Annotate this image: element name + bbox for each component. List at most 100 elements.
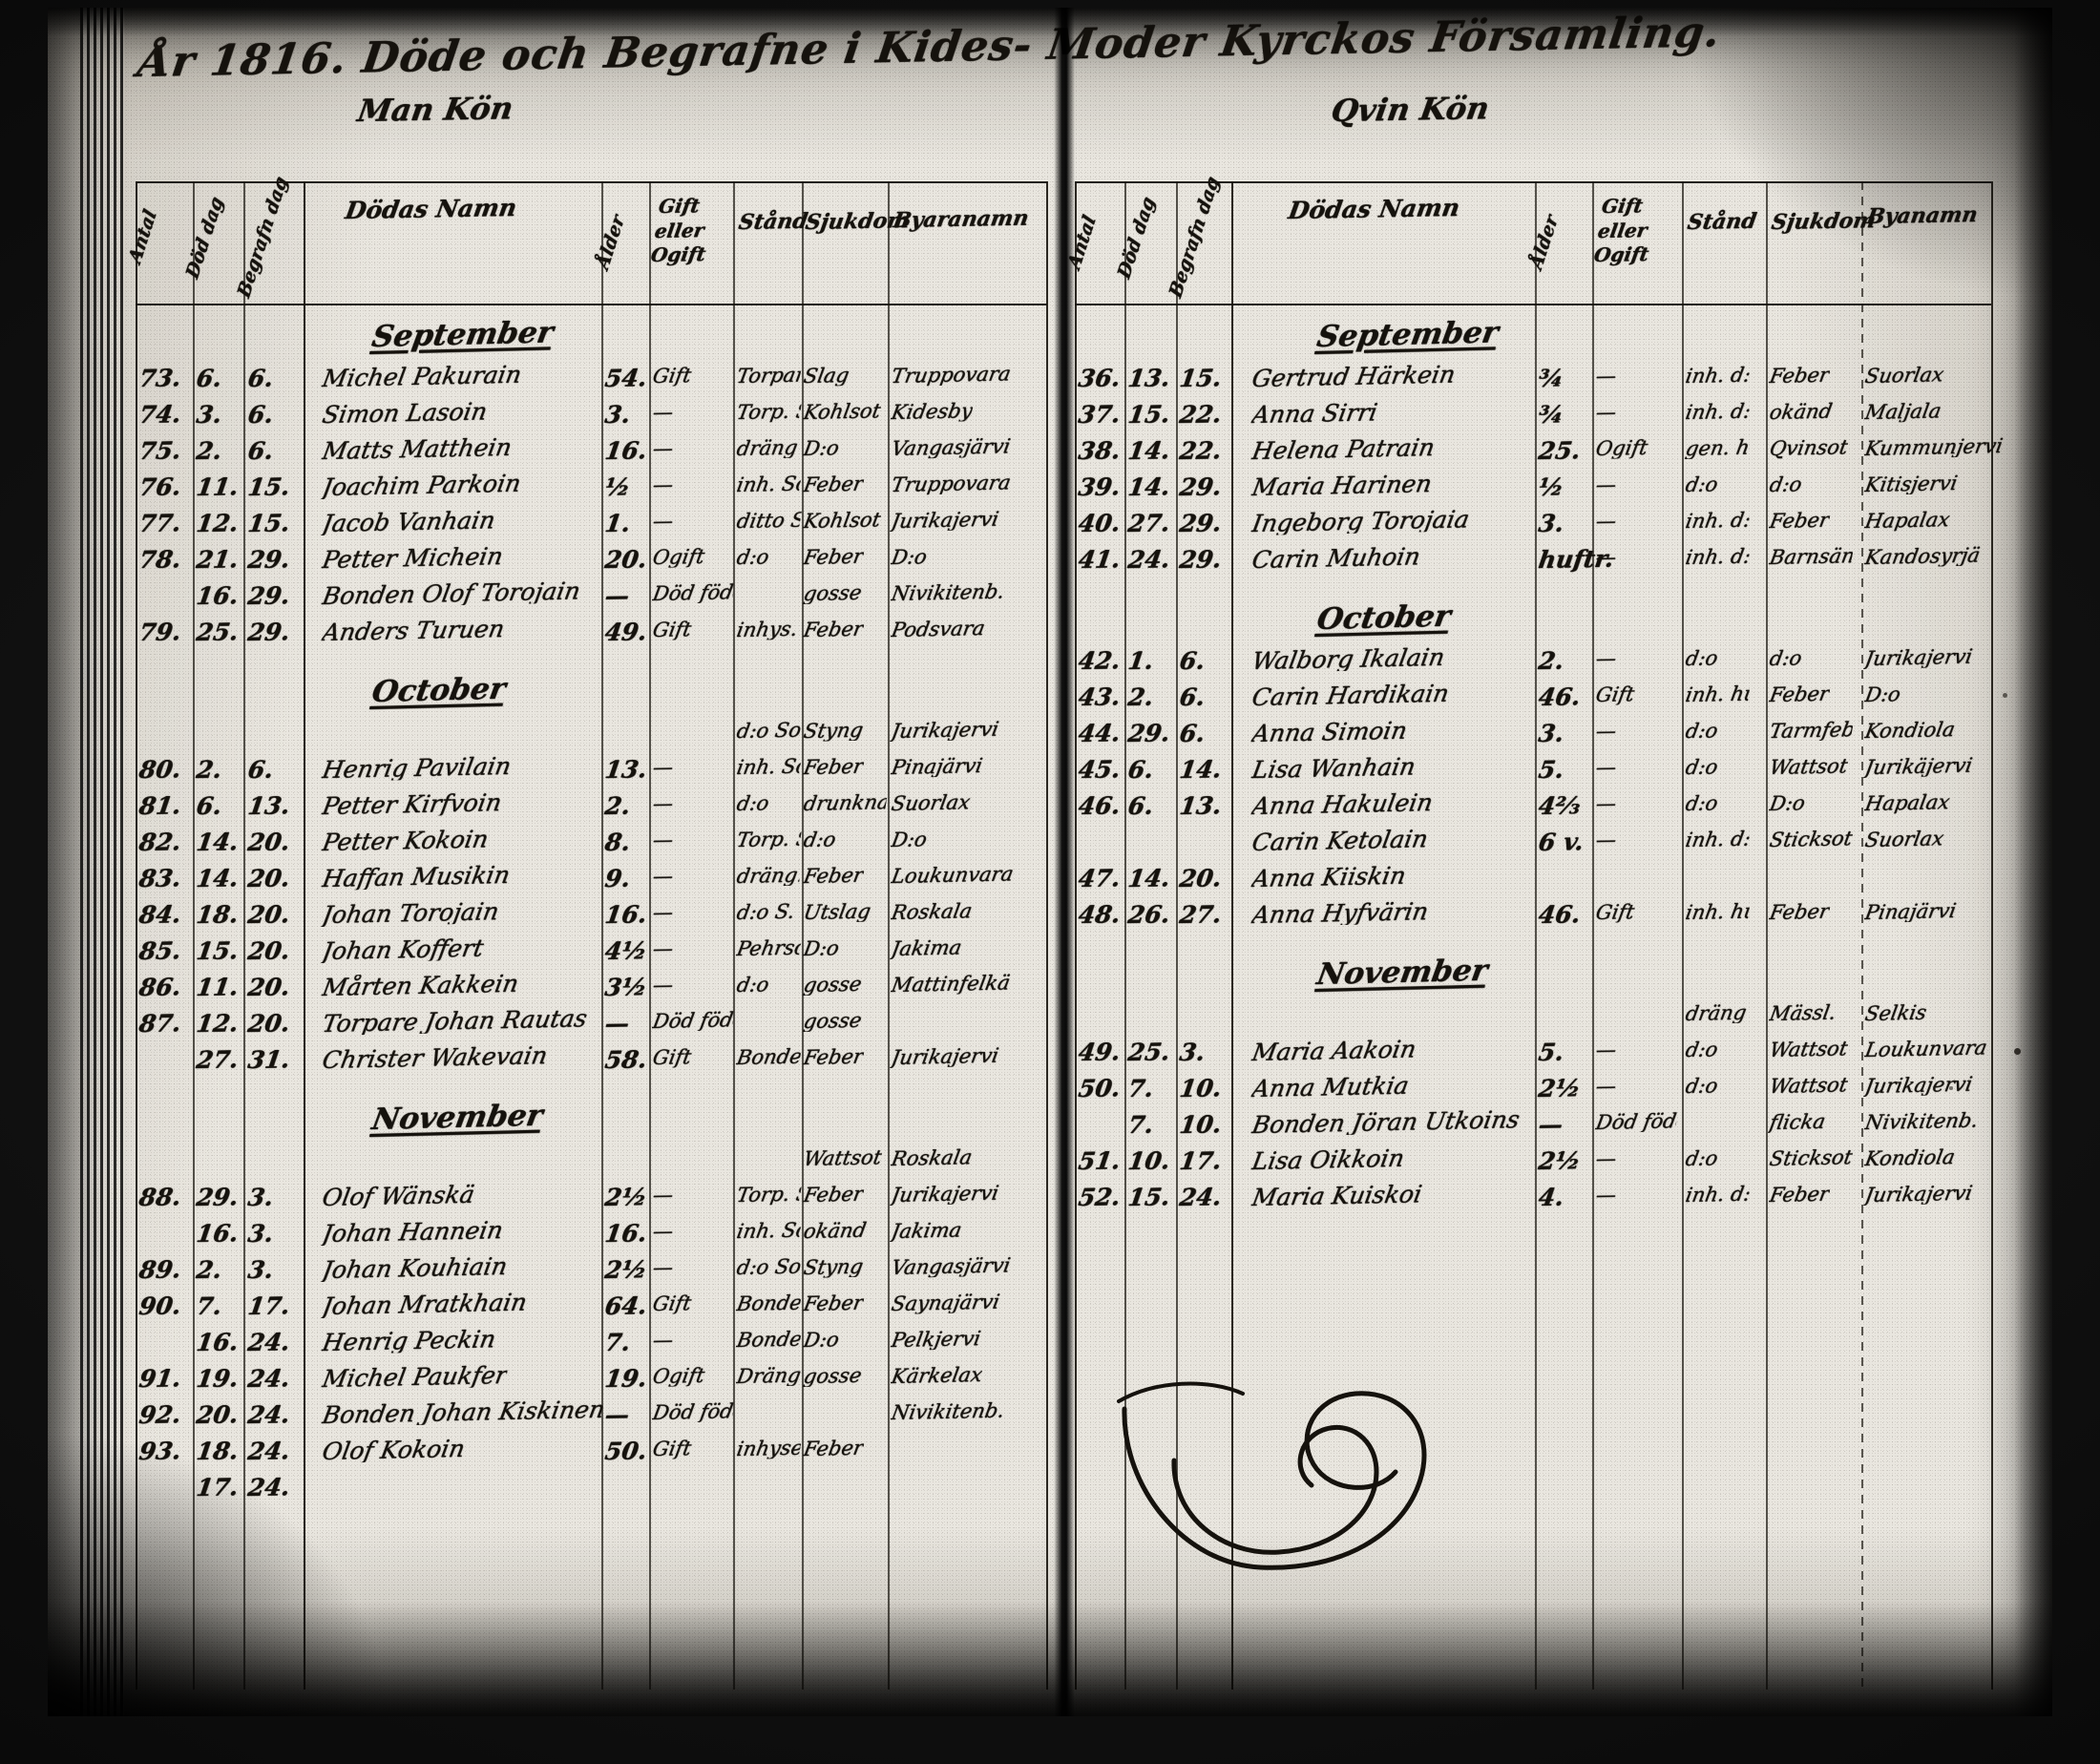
register-cell: Feber xyxy=(802,1438,865,1460)
register-cell: Gift xyxy=(651,1293,693,1314)
register-cell: d:o xyxy=(735,547,771,568)
register-cell: okänd xyxy=(1768,401,1834,423)
register-cell: Johan Hannein xyxy=(320,1218,505,1246)
register-cell: 2½ xyxy=(1536,1146,1583,1175)
register-cell: Johan Kouhiain xyxy=(320,1253,510,1282)
register-cell: Gift xyxy=(651,620,693,640)
register-cell: 24. xyxy=(245,1364,292,1393)
register-cell: 13. xyxy=(1125,364,1172,392)
open-book-spread: År 1816. Döde och Begrafne i Kides- Mode… xyxy=(48,8,2052,1716)
register-cell: 79. xyxy=(136,618,183,646)
register-cell: — xyxy=(651,830,675,850)
register-cell: 6. xyxy=(245,755,276,784)
register-cell: flicka xyxy=(1768,1111,1827,1133)
register-cell: dräng. Son xyxy=(735,865,803,887)
register-cell: 90. xyxy=(136,1292,183,1320)
register-cell: 20. xyxy=(245,864,292,892)
register-cell: — xyxy=(651,402,675,423)
register-cell: 14. xyxy=(194,864,241,892)
register-cell: 16. xyxy=(602,900,649,929)
register-cell: 51. xyxy=(1076,1146,1123,1175)
register-cell: Pehrson xyxy=(735,937,803,959)
register-cell: 20. xyxy=(602,545,649,574)
register-cell: Lisa Oikkoin xyxy=(1250,1145,1406,1173)
register-cell: — xyxy=(602,581,632,610)
register-cell: 18. xyxy=(194,900,241,929)
register-cell: Nivikitenb. xyxy=(890,1400,1006,1423)
register-cell: 17. xyxy=(1177,1146,1224,1175)
register-cell: Utslag xyxy=(802,901,872,923)
register-cell: 85. xyxy=(136,936,183,965)
register-cell: Anna Simoin xyxy=(1250,718,1409,746)
register-cell: 3. xyxy=(602,400,633,429)
register-cell: D:o xyxy=(802,438,841,459)
register-cell: 49. xyxy=(602,618,649,646)
register-cell: inh. d:r xyxy=(1684,1184,1752,1206)
top-right-vignette xyxy=(1690,8,2052,294)
register-cell: — xyxy=(651,1330,675,1351)
register-cell: 29. xyxy=(1177,545,1224,574)
register-cell: inh. d:o xyxy=(1684,401,1752,423)
register-cell: Carin Ketolain xyxy=(1250,827,1430,854)
register-cell: Johan Torojain xyxy=(320,899,501,927)
register-cell: 16. xyxy=(194,1328,241,1356)
register-cell: 27. xyxy=(1177,900,1224,929)
col-header-right-gift: Gift eller Ogift xyxy=(1592,194,1650,267)
register-cell: Pinajärvi xyxy=(1863,901,1958,923)
register-cell: 8. xyxy=(602,828,633,856)
register-cell: Sticksot xyxy=(1768,1147,1855,1169)
register-cell: Jurikajervi xyxy=(890,1183,1000,1206)
register-cell: gosse xyxy=(802,974,864,996)
register-cell: Ogift xyxy=(651,1365,706,1387)
register-cell: 4. xyxy=(1536,1183,1566,1211)
register-cell: — xyxy=(651,757,675,778)
register-cell: 4⅔ xyxy=(1536,791,1583,820)
register-cell: 16. xyxy=(194,581,241,610)
register-cell: Jurikäjervi xyxy=(1863,755,1974,778)
register-cell: D:o xyxy=(802,1330,841,1351)
register-cell: 80. xyxy=(136,755,183,784)
register-cell: Kondiola xyxy=(1863,720,1957,742)
register-cell: — xyxy=(651,793,675,814)
register-cell: 24. xyxy=(1177,1183,1224,1211)
register-cell: 13. xyxy=(245,791,292,820)
register-cell: 9. xyxy=(602,864,633,892)
register-cell: Wattsot xyxy=(1768,756,1850,778)
register-cell: Slag xyxy=(802,366,851,387)
register-cell: 6. xyxy=(1177,682,1208,711)
register-cell: 52. xyxy=(1076,1183,1123,1211)
register-cell: 29. xyxy=(245,545,292,574)
col-header-left-bya: Byaranamn xyxy=(891,205,1031,233)
register-cell: Feber xyxy=(1768,365,1831,387)
register-cell: d:o xyxy=(1684,648,1720,669)
register-cell: Wattsot xyxy=(1768,1075,1850,1097)
month-label: September xyxy=(369,315,556,354)
register-cell: 7. xyxy=(194,1292,224,1320)
register-cell: — xyxy=(651,902,675,923)
register-cell: 6. xyxy=(245,436,276,465)
register-cell: — xyxy=(1594,547,1618,568)
register-cell: Jakima xyxy=(890,1220,963,1242)
register-cell: Vangasjärvi xyxy=(890,1255,1012,1278)
register-cell: 3. xyxy=(245,1219,276,1248)
register-cell: 73. xyxy=(136,364,183,392)
register-cell: d:o xyxy=(1684,757,1720,778)
register-cell: d:o xyxy=(1684,721,1720,742)
register-cell: Kondiola xyxy=(1863,1147,1957,1169)
register-cell: 10. xyxy=(1125,1146,1172,1175)
register-cell: 3. xyxy=(245,1183,276,1211)
register-cell: 20. xyxy=(245,828,292,856)
register-cell: Feber xyxy=(1768,901,1831,923)
register-cell: 6. xyxy=(1177,719,1208,747)
register-cell: 75. xyxy=(136,436,183,465)
register-cell: Kärkelax xyxy=(890,1365,984,1387)
col-header-left-gift: Gift eller Ogift xyxy=(649,194,707,267)
register-cell: 26. xyxy=(1125,900,1172,929)
register-cell: 83. xyxy=(136,864,183,892)
register-cell: D:o xyxy=(1863,684,1902,705)
register-cell: 29. xyxy=(194,1183,241,1211)
register-cell: Ogift xyxy=(651,546,706,568)
register-cell: ¾ xyxy=(1536,364,1566,392)
register-cell: 58. xyxy=(602,1045,649,1074)
